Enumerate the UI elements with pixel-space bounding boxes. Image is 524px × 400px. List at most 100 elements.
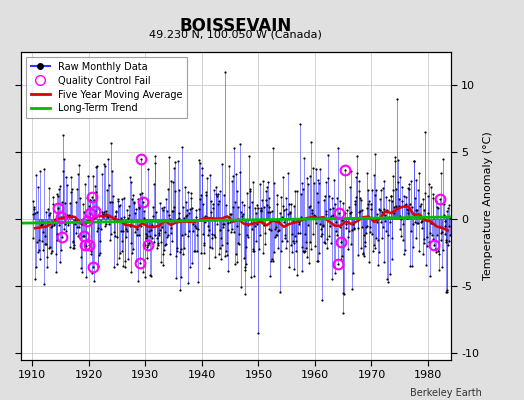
- Point: [264, 178, 272, 185]
- Point: [89, 264, 97, 270]
- Point: [403, 215, 411, 222]
- Point: [146, 271, 155, 278]
- Point: [34, 183, 42, 190]
- Point: [41, 233, 49, 240]
- Point: [431, 222, 439, 228]
- Point: [32, 239, 41, 245]
- Point: [326, 212, 335, 219]
- Title: BOISSEVAIN: BOISSEVAIN: [180, 17, 292, 35]
- Point: [380, 259, 389, 266]
- Point: [195, 196, 204, 202]
- Point: [281, 234, 289, 241]
- Point: [254, 330, 263, 336]
- Point: [343, 207, 351, 213]
- Point: [124, 255, 133, 262]
- Point: [36, 256, 44, 262]
- Point: [143, 233, 151, 240]
- Point: [202, 189, 211, 195]
- Point: [226, 211, 234, 217]
- Point: [269, 179, 278, 186]
- Point: [118, 196, 127, 203]
- Point: [332, 228, 341, 234]
- Point: [61, 220, 69, 227]
- Point: [414, 187, 422, 193]
- Point: [57, 214, 66, 221]
- Point: [276, 288, 285, 295]
- Point: [89, 172, 97, 179]
- Point: [60, 226, 68, 232]
- Point: [350, 225, 358, 232]
- Point: [290, 240, 299, 246]
- Point: [396, 226, 404, 233]
- Point: [354, 178, 363, 184]
- Point: [341, 210, 350, 217]
- Point: [364, 201, 372, 207]
- Point: [31, 210, 39, 216]
- Point: [168, 208, 177, 214]
- Point: [407, 228, 416, 234]
- Point: [329, 205, 337, 211]
- Point: [82, 274, 91, 281]
- Point: [188, 205, 196, 211]
- Point: [330, 264, 338, 270]
- Point: [247, 220, 255, 227]
- Point: [267, 226, 276, 233]
- Point: [349, 220, 357, 227]
- Point: [268, 256, 276, 262]
- Point: [122, 234, 130, 240]
- Point: [193, 248, 201, 254]
- Point: [395, 174, 403, 180]
- Point: [354, 225, 362, 231]
- Point: [134, 231, 143, 238]
- Point: [133, 232, 141, 238]
- Point: [292, 248, 300, 254]
- Point: [178, 144, 186, 150]
- Point: [148, 222, 156, 228]
- Point: [53, 236, 62, 243]
- Point: [446, 214, 454, 221]
- Point: [392, 96, 401, 102]
- Point: [225, 163, 234, 170]
- Point: [95, 206, 103, 212]
- Point: [248, 179, 257, 186]
- Point: [316, 220, 324, 227]
- Point: [125, 173, 134, 180]
- Point: [116, 215, 125, 222]
- Point: [139, 207, 148, 214]
- Point: [279, 219, 288, 226]
- Point: [369, 172, 378, 178]
- Point: [345, 210, 354, 216]
- Point: [400, 202, 409, 208]
- Point: [344, 204, 353, 210]
- Point: [49, 194, 58, 200]
- Point: [293, 272, 301, 278]
- Point: [407, 178, 415, 185]
- Point: [59, 156, 68, 162]
- Point: [195, 206, 203, 212]
- Point: [362, 224, 370, 230]
- Point: [444, 238, 453, 244]
- Point: [209, 201, 217, 207]
- Point: [117, 228, 125, 234]
- Point: [322, 211, 331, 218]
- Legend: Raw Monthly Data, Quality Control Fail, Five Year Moving Average, Long-Term Tren: Raw Monthly Data, Quality Control Fail, …: [26, 57, 187, 118]
- Point: [165, 212, 173, 218]
- Point: [394, 157, 402, 164]
- Point: [83, 173, 92, 179]
- Point: [406, 200, 414, 207]
- Point: [246, 188, 254, 194]
- Point: [65, 212, 73, 219]
- Point: [236, 283, 245, 290]
- Point: [305, 260, 313, 266]
- Point: [243, 232, 252, 238]
- Point: [105, 237, 114, 244]
- Point: [348, 270, 357, 276]
- Point: [432, 198, 440, 204]
- Point: [433, 204, 441, 210]
- Point: [359, 232, 368, 239]
- Point: [379, 178, 388, 184]
- Point: [439, 156, 447, 162]
- Point: [160, 204, 169, 210]
- Point: [364, 186, 373, 193]
- Point: [318, 297, 326, 304]
